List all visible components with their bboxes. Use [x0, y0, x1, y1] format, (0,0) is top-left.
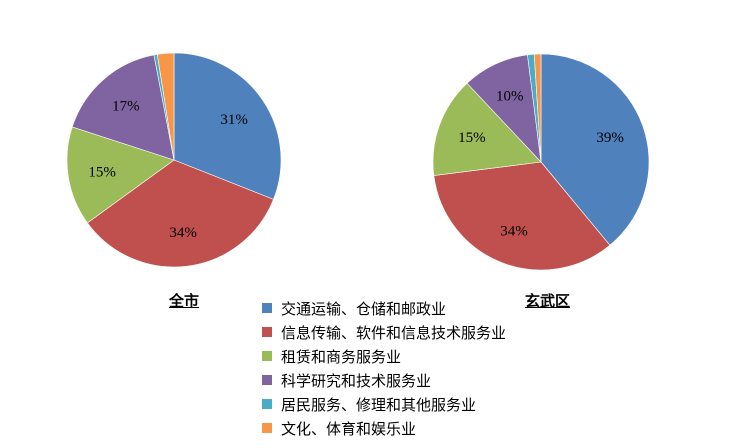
pie-slice — [432, 82, 542, 176]
data-label: 34% — [169, 225, 197, 241]
pie-slice — [173, 52, 282, 200]
legend-label: 文化、体育和娱乐业 — [281, 419, 417, 438]
pie-title-xuanwu: 玄武区 — [525, 292, 571, 310]
legend-item: 居民服务、修理和其他服务业 — [262, 392, 506, 416]
legend: 交通运输、仓储和邮政业信息传输、软件和信息技术服务业 租赁和商务服务业科学研究和技… — [262, 296, 506, 440]
data-label: 17% — [112, 98, 140, 114]
data-label: 15% — [458, 130, 486, 146]
data-label: 34% — [500, 223, 528, 239]
legend-item: 交通运输、仓储和邮政业 — [262, 296, 506, 320]
pie-title-city: 全市 — [169, 292, 200, 310]
pie-slice — [156, 52, 175, 161]
legend-item: 信息传输、软件和信息技术服务业 — [262, 320, 506, 344]
data-label: 31% — [220, 112, 248, 128]
pie-slice — [87, 159, 274, 268]
pie-slice — [533, 53, 542, 163]
legend-swatch — [262, 351, 272, 361]
legend-label: 信息传输、软件和信息技术服务业 — [281, 323, 507, 342]
legend-item: 科学研究和技术服务业 — [262, 368, 506, 392]
legend-label: 交通运输、仓储和邮政业 — [281, 299, 447, 318]
legend-label: 居民服务、修理和其他服务业 — [281, 395, 477, 414]
data-label: 10% — [496, 89, 524, 105]
legend-item: 文化、体育和娱乐业 — [262, 416, 506, 440]
pie-slice — [66, 126, 175, 224]
pie-slice — [540, 53, 650, 246]
data-label: 39% — [596, 130, 624, 146]
legend-swatch — [262, 399, 272, 409]
legend-label: 科学研究和技术服务业 — [281, 371, 432, 390]
legend-item: 租赁和商务服务业 — [262, 344, 506, 368]
data-label: 15% — [88, 164, 116, 180]
legend-swatch — [262, 303, 272, 313]
legend-label: 租赁和商务服务业 — [281, 347, 402, 366]
legend-swatch — [262, 375, 272, 385]
legend-swatch — [262, 327, 272, 337]
legend-swatch — [262, 423, 272, 433]
pie-slice — [71, 54, 175, 161]
pie-slice — [433, 161, 611, 271]
